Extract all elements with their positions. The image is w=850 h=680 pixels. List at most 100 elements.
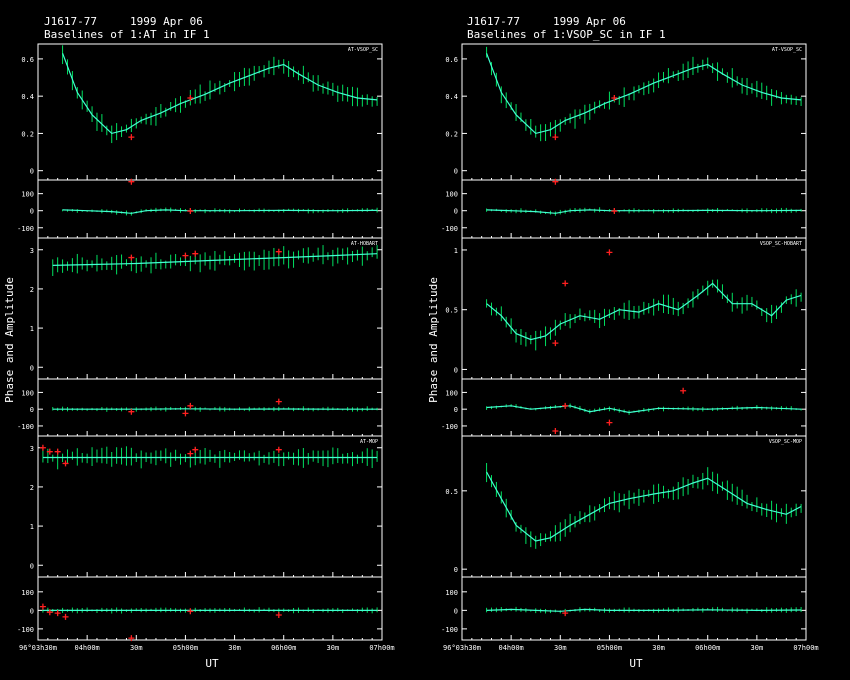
- phase-y-tick-label: 100: [21, 589, 34, 597]
- baseline-label: VSOP_SC-HOBART: [760, 241, 802, 247]
- x-tick-label: 06h00m: [271, 644, 296, 652]
- x-tick-label: 30m: [327, 644, 340, 652]
- phase-y-tick-label: 0: [454, 208, 458, 216]
- baseline-panel-at-hobart: 0 1 2 3 -100 0 100 AT-HOBART: [17, 237, 383, 437]
- phase-flagged-point: [187, 608, 194, 615]
- amplitude-flagged-point: [275, 446, 282, 453]
- phase-y-tick-label: -100: [441, 626, 458, 634]
- observation-date: 1999 Apr 06: [553, 15, 626, 28]
- baseline-panel-vsop-sc-hobart: 0 0.5 1 -100 0 100 VSOP_SC-HOBART: [441, 237, 807, 437]
- source-name: J1617-77: [467, 15, 520, 28]
- phase-flagged-point: [39, 603, 46, 610]
- y-axis-label: Phase and Amplitude: [427, 277, 440, 403]
- phase-y-tick-label: -100: [17, 423, 34, 431]
- amplitude-flagged-point: [562, 280, 569, 287]
- baseline-panel-at-vsop-sc: 0 0.2 0.4 0.6 -100 0 100 AT-VSOP_SC: [17, 43, 383, 239]
- baseline-label: AT-MOP: [360, 439, 378, 445]
- amplitude-flagged-point: [552, 134, 559, 141]
- amplitude-y-tick-label: 0.5: [445, 307, 458, 315]
- amplitude-model-line: [62, 53, 378, 135]
- amplitude-flagged-point: [46, 448, 53, 455]
- amplitude-flagged-point: [606, 249, 613, 256]
- phase-y-tick-label: 0: [30, 607, 34, 615]
- phase-frame: [37, 378, 383, 437]
- phase-y-tick-label: 0: [30, 208, 34, 216]
- phase-flagged-point: [46, 609, 53, 616]
- amplitude-flagged-point: [187, 450, 194, 457]
- amplitude-flagged-point: [192, 446, 199, 453]
- x-tick-label: 96°03h30m: [19, 644, 57, 652]
- phase-y-tick-label: 100: [445, 389, 458, 397]
- phase-y-tick-label: -100: [441, 423, 458, 431]
- phase-y-tick-label: -100: [17, 225, 34, 233]
- amplitude-flagged-point: [187, 95, 194, 102]
- phase-flagged-point: [62, 613, 69, 620]
- baseline-panel-at-mop: 0 1 2 3 -100 0 100 AT-MOP: [17, 435, 383, 642]
- phase-flagged-point: [128, 408, 135, 415]
- column-vsop-sc: J1617-77 1999 Apr 06 Baselines of 1:VSOP…: [427, 15, 666, 670]
- amplitude-model-line: [486, 471, 802, 542]
- amplitude-y-tick-label: 0: [30, 562, 34, 570]
- baseline-label: AT-HOBART: [351, 241, 378, 247]
- amplitude-model-line: [486, 53, 802, 135]
- baseline-panel-at-vsop-sc: 0 0.2 0.4 0.6 -100 0 100 AT-VSOP_SC: [441, 43, 807, 239]
- amplitude-y-tick-label: 3: [30, 445, 34, 453]
- plot-subtitle: Baselines of 1:VSOP_SC in IF 1: [467, 28, 666, 41]
- x-tick-label: 07h00m: [369, 644, 394, 652]
- baseline-label: AT-VSOP_SC: [772, 47, 802, 53]
- plot-subtitle: Baselines of 1:AT in IF 1: [44, 28, 210, 41]
- phase-model-line: [486, 209, 802, 214]
- x-axis-label: UT: [629, 657, 643, 670]
- phase-y-tick-label: 100: [21, 191, 34, 199]
- amplitude-flagged-point: [192, 250, 199, 257]
- phase-y-tick-label: 100: [445, 589, 458, 597]
- amplitude-y-tick-label: 0.4: [445, 93, 458, 101]
- phase-flagged-point: [562, 610, 569, 617]
- phase-model-line: [62, 209, 378, 214]
- amplitude-y-tick-label: 3: [30, 247, 34, 255]
- amplitude-flagged-point: [611, 95, 618, 102]
- amplitude-frame: [461, 435, 807, 578]
- amplitude-y-tick-label: 0: [454, 168, 458, 176]
- phase-flagged-point: [182, 410, 189, 417]
- x-tick-label: 96°03h30m: [443, 644, 481, 652]
- phase-flagged-point: [54, 610, 61, 617]
- amplitude-y-tick-label: 0.6: [445, 56, 458, 64]
- baseline-panel-vsop-sc-mop: 0 0.5 -100 0 100 VSOP_SC-MOP: [441, 435, 807, 641]
- amplitude-flagged-point: [128, 254, 135, 261]
- x-tick-label: 30m: [554, 644, 567, 652]
- column-at: J1617-77 1999 Apr 06 Baselines of 1:AT i…: [3, 15, 219, 670]
- baseline-label: AT-VSOP_SC: [348, 47, 378, 53]
- amplitude-flagged-point: [62, 460, 69, 467]
- amplitude-flagged-point: [552, 340, 559, 347]
- x-tick-label: 04h00m: [498, 644, 523, 652]
- phase-flagged-point: [275, 398, 282, 405]
- amplitude-y-tick-label: 0.4: [21, 93, 34, 101]
- amplitude-y-tick-label: 0: [30, 364, 34, 372]
- x-tick-label: 05h00m: [597, 644, 622, 652]
- amplitude-y-tick-label: 0: [30, 168, 34, 176]
- amplitude-y-tick-label: 0.2: [21, 130, 34, 138]
- phase-flagged-point: [552, 427, 559, 434]
- x-tick-label: 04h00m: [74, 644, 99, 652]
- phase-y-tick-label: 0: [30, 406, 34, 414]
- amplitude-y-tick-label: 1: [454, 247, 458, 255]
- amplitude-y-tick-label: 2: [30, 286, 34, 294]
- x-axis-label: UT: [205, 657, 219, 670]
- phase-y-tick-label: 100: [445, 191, 458, 199]
- phase-flagged-point: [611, 208, 618, 215]
- phase-y-tick-label: 100: [21, 389, 34, 397]
- phase-y-tick-label: -100: [441, 225, 458, 233]
- amplitude-model-line: [52, 253, 378, 266]
- amplitude-y-tick-label: 0.2: [445, 130, 458, 138]
- amplitude-y-tick-label: 1: [30, 325, 34, 333]
- phase-flagged-point: [562, 402, 569, 409]
- phase-model-line: [486, 405, 802, 414]
- amplitude-y-tick-label: 1: [30, 523, 34, 531]
- phase-flagged-point: [552, 178, 559, 185]
- phase-flagged-point: [128, 178, 135, 185]
- phase-frame: [37, 576, 383, 641]
- x-tick-label: 07h00m: [793, 644, 818, 652]
